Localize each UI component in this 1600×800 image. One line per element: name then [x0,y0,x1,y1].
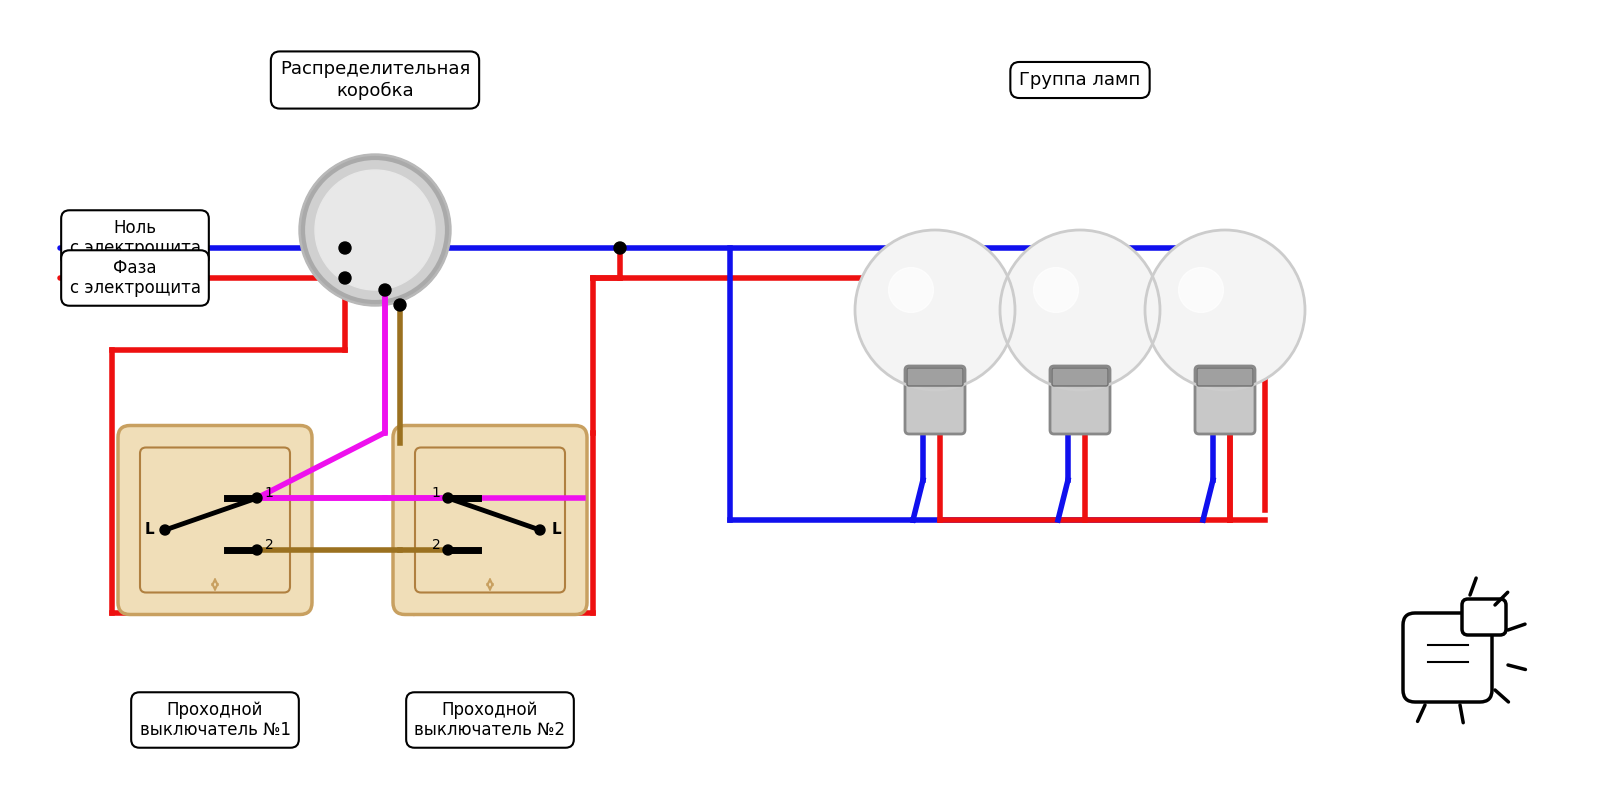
Text: Проходной
выключатель №1: Проходной выключатель №1 [139,701,291,739]
FancyBboxPatch shape [414,447,565,593]
Circle shape [394,299,406,311]
Circle shape [1146,230,1306,390]
Circle shape [1179,267,1224,312]
Circle shape [339,272,350,284]
FancyBboxPatch shape [1053,368,1107,386]
Circle shape [888,267,933,312]
Circle shape [443,545,453,555]
Text: Распределительная
коробка: Распределительная коробка [280,61,470,99]
Circle shape [253,493,262,503]
Circle shape [534,525,546,535]
FancyBboxPatch shape [141,447,290,593]
Circle shape [160,525,170,535]
FancyBboxPatch shape [907,368,963,386]
Circle shape [253,545,262,555]
FancyBboxPatch shape [394,426,587,614]
Circle shape [315,170,435,290]
Circle shape [339,242,350,254]
Text: Фаза
с электрощита: Фаза с электрощита [69,258,200,298]
Circle shape [854,230,1014,390]
Text: 2: 2 [264,538,274,552]
Circle shape [379,284,390,296]
Text: L: L [144,522,154,538]
Text: L: L [550,522,562,538]
FancyBboxPatch shape [1050,366,1110,434]
Text: 1: 1 [432,486,440,500]
Circle shape [614,242,626,254]
FancyBboxPatch shape [1403,613,1491,702]
FancyBboxPatch shape [1197,368,1253,386]
Text: Проходной
выключатель №2: Проходной выключатель №2 [414,701,565,739]
Circle shape [302,158,446,302]
Text: Группа ламп: Группа ламп [1019,71,1141,89]
Text: 2: 2 [432,538,440,552]
FancyBboxPatch shape [1462,599,1506,635]
FancyBboxPatch shape [906,366,965,434]
FancyBboxPatch shape [1195,366,1254,434]
Text: 1: 1 [264,486,274,500]
Text: Ноль
с электрощита: Ноль с электрощита [69,218,200,258]
Circle shape [1000,230,1160,390]
Circle shape [443,493,453,503]
FancyBboxPatch shape [118,426,312,614]
Circle shape [1034,267,1078,312]
Circle shape [299,154,451,306]
